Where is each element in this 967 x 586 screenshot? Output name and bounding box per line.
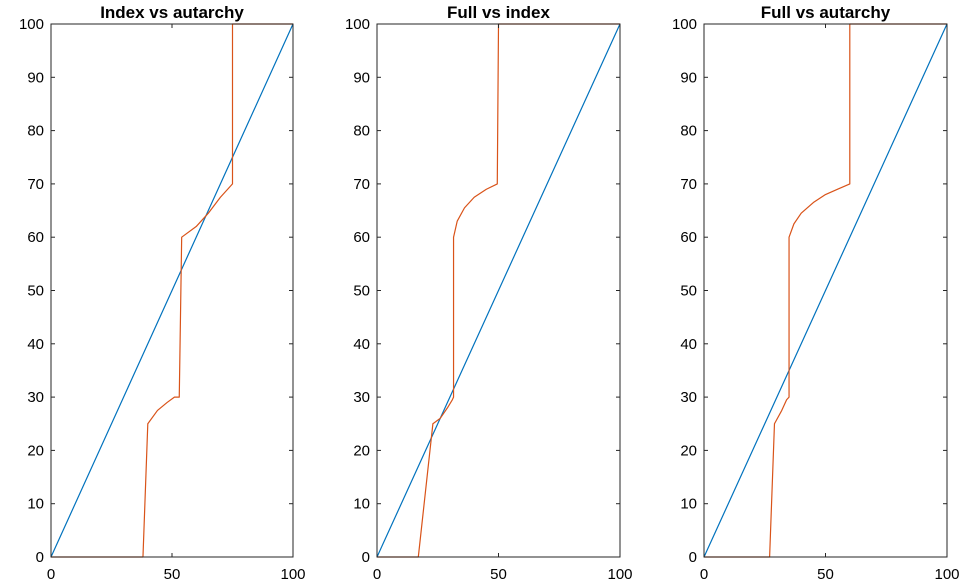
x-tick-label: 0 bbox=[47, 566, 55, 583]
y-tick-label: 20 bbox=[353, 442, 370, 459]
y-tick-label: 0 bbox=[689, 549, 697, 566]
y-tick-label: 80 bbox=[680, 123, 697, 140]
y-tick-label: 40 bbox=[680, 336, 697, 353]
y-tick-label: 70 bbox=[27, 176, 44, 193]
y-tick-label: 10 bbox=[680, 496, 697, 513]
y-tick-label: 90 bbox=[27, 69, 44, 86]
y-tick-label: 100 bbox=[672, 16, 697, 33]
y-tick-label: 30 bbox=[27, 389, 44, 406]
y-tick-label: 80 bbox=[27, 123, 44, 140]
chart-title: Full vs autarchy bbox=[761, 3, 891, 22]
y-tick-label: 40 bbox=[353, 336, 370, 353]
y-tick-label: 70 bbox=[353, 176, 370, 193]
y-tick-label: 50 bbox=[27, 283, 44, 300]
x-tick-label: 0 bbox=[700, 566, 708, 583]
chart-panel-3: 0 10 20 30 40 50 60 70 80 90 100 0 50 100 Full vs auta… bbox=[672, 3, 960, 583]
series-line-1 bbox=[376, 23, 621, 558]
y-tick-label: 60 bbox=[680, 229, 697, 246]
y-tick-label: 50 bbox=[680, 283, 697, 300]
y-tick-label: 80 bbox=[353, 123, 370, 140]
series-line-2 bbox=[51, 23, 293, 558]
x-tick-label: 50 bbox=[164, 566, 181, 583]
y-tick-label: 0 bbox=[362, 549, 370, 566]
y-tick-label: 30 bbox=[680, 389, 697, 406]
y-tick-label: 10 bbox=[353, 496, 370, 513]
chart-title: Full vs index bbox=[447, 3, 551, 22]
chart-panel-2: 0 10 20 30 40 50 60 70 80 90 100 0 50 100 Full vs inde… bbox=[345, 3, 633, 583]
series-line-2 bbox=[704, 23, 947, 558]
y-tick-label: 20 bbox=[27, 442, 44, 459]
y-tick-label: 60 bbox=[353, 229, 370, 246]
x-tick-label: 50 bbox=[490, 566, 507, 583]
chart-panel-1: 0 10 20 30 40 50 60 70 80 90 100 0 50 100 Index vs aut… bbox=[19, 3, 306, 583]
chart-title: Index vs autarchy bbox=[100, 3, 244, 22]
y-tick-label: 100 bbox=[345, 16, 370, 33]
x-tick-label: 100 bbox=[280, 566, 305, 583]
x-tick-label: 100 bbox=[934, 566, 959, 583]
y-tick-label: 90 bbox=[680, 69, 697, 86]
y-tick-label: 0 bbox=[36, 549, 44, 566]
series-line-1 bbox=[50, 23, 294, 558]
y-tick-label: 90 bbox=[353, 69, 370, 86]
x-tick-label: 0 bbox=[373, 566, 381, 583]
x-tick-label: 100 bbox=[607, 566, 632, 583]
y-tick-label: 70 bbox=[680, 176, 697, 193]
y-tick-label: 50 bbox=[353, 283, 370, 300]
y-tick-label: 30 bbox=[353, 389, 370, 406]
series-line-2 bbox=[377, 23, 620, 558]
y-tick-label: 20 bbox=[680, 442, 697, 459]
y-tick-label: 40 bbox=[27, 336, 44, 353]
series-line-1 bbox=[703, 23, 948, 558]
x-tick-label: 50 bbox=[817, 566, 834, 583]
y-tick-label: 60 bbox=[27, 229, 44, 246]
y-tick-label: 10 bbox=[27, 496, 44, 513]
y-tick-label: 100 bbox=[19, 16, 44, 33]
